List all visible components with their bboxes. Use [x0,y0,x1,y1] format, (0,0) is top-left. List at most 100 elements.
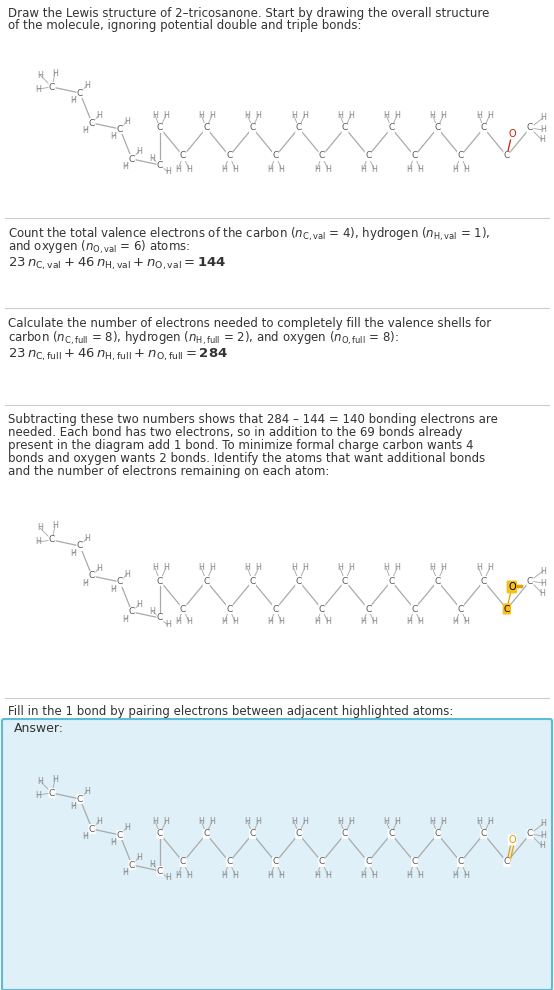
Text: H: H [152,817,158,826]
Text: H: H [540,566,546,575]
Text: H: H [464,618,470,627]
Text: H: H [175,164,181,173]
Text: C: C [226,605,233,614]
Text: C: C [89,825,95,834]
Text: H: H [198,563,204,572]
Text: H: H [233,618,238,627]
Text: C: C [481,124,487,133]
Text: C: C [388,830,394,839]
Text: H: H [348,563,354,572]
Text: H: H [360,618,366,627]
Text: H: H [291,563,297,572]
Text: H: H [163,563,169,572]
Text: H: H [163,817,169,826]
Text: C: C [319,857,325,866]
Text: H: H [540,832,546,841]
Text: H: H [268,870,274,879]
Text: H: H [464,164,470,173]
Text: C: C [458,151,464,160]
Text: H: H [348,111,354,120]
Text: bonds and oxygen wants 2 bonds. Identify the atoms that want additional bonds: bonds and oxygen wants 2 bonds. Identify… [8,452,485,465]
Text: C: C [388,124,394,133]
Text: H: H [383,111,389,120]
Text: C: C [411,605,418,614]
Text: C: C [296,830,302,839]
Text: H: H [268,618,274,627]
Text: H: H [175,618,181,627]
Text: C: C [434,124,440,133]
Text: H: H [371,164,377,173]
Text: C: C [527,124,533,133]
Text: H: H [325,870,331,879]
Text: H: H [163,111,169,120]
Text: C: C [157,830,163,839]
Text: H: H [150,607,155,616]
Text: C: C [226,151,233,160]
Text: C: C [249,124,255,133]
Text: H: H [52,522,58,531]
Text: H: H [371,618,377,627]
Text: H: H [383,817,389,826]
Text: H: H [198,111,204,120]
Text: Calculate the number of electrons needed to completely fill the valence shells f: Calculate the number of electrons needed… [8,317,491,330]
Text: H: H [96,563,102,573]
Text: C: C [504,151,510,160]
Text: H: H [84,787,90,796]
Text: H: H [279,164,285,173]
Text: H: H [255,111,261,120]
Text: H: H [453,870,459,879]
Text: H: H [394,817,400,826]
Text: C: C [157,124,163,133]
Text: C: C [77,542,83,550]
Text: H: H [110,839,116,847]
Text: H: H [440,111,447,120]
Text: H: H [175,870,181,879]
Text: C: C [77,88,83,97]
Text: H: H [136,600,142,609]
Text: C: C [458,605,464,614]
Text: H: H [429,111,435,120]
Text: H: H [476,817,481,826]
Text: H: H [233,164,238,173]
Text: H: H [540,820,546,829]
Text: H: H [52,774,58,783]
Text: Subtracting these two numbers shows that 284 – 144 = 140 bonding electrons are: Subtracting these two numbers shows that… [8,413,498,426]
Text: C: C [342,830,348,839]
Text: H: H [70,96,76,105]
Text: C: C [342,124,348,133]
Text: H: H [417,164,423,173]
Text: C: C [481,576,487,585]
Text: H: H [337,817,343,826]
Text: C: C [129,154,135,163]
Text: C: C [273,605,279,614]
Text: C: C [180,857,186,866]
Text: C: C [365,857,371,866]
Text: H: H [540,578,546,587]
Text: of the molecule, ignoring potential double and triple bonds:: of the molecule, ignoring potential doub… [8,19,362,32]
Text: H: H [325,164,331,173]
Text: H: H [540,126,546,135]
Text: H: H [37,776,43,785]
Text: H: H [383,563,389,572]
Text: H: H [110,133,116,142]
Text: C: C [49,82,55,91]
Text: H: H [429,817,435,826]
Text: H: H [453,618,459,627]
Text: H: H [124,823,130,832]
Text: C: C [273,151,279,160]
Text: C: C [504,857,510,866]
Text: H: H [222,870,227,879]
Text: C: C [296,576,302,585]
Text: H: H [291,111,297,120]
Text: H: H [186,618,192,627]
Text: H: H [70,549,76,558]
Text: C: C [458,857,464,866]
Text: O: O [508,129,516,139]
Text: carbon ($n_\mathrm{C,full}$ = 8), hydrogen ($n_\mathrm{H,full}$ = 2), and oxygen: carbon ($n_\mathrm{C,full}$ = 8), hydrog… [8,330,399,347]
Text: H: H [487,817,493,826]
Text: H: H [440,563,447,572]
Text: H: H [209,111,215,120]
Text: Count the total valence electrons of the carbon ($n_\mathrm{C,val}$ = 4), hydrog: Count the total valence electrons of the… [8,226,490,244]
Text: C: C [434,830,440,839]
Text: H: H [152,111,158,120]
